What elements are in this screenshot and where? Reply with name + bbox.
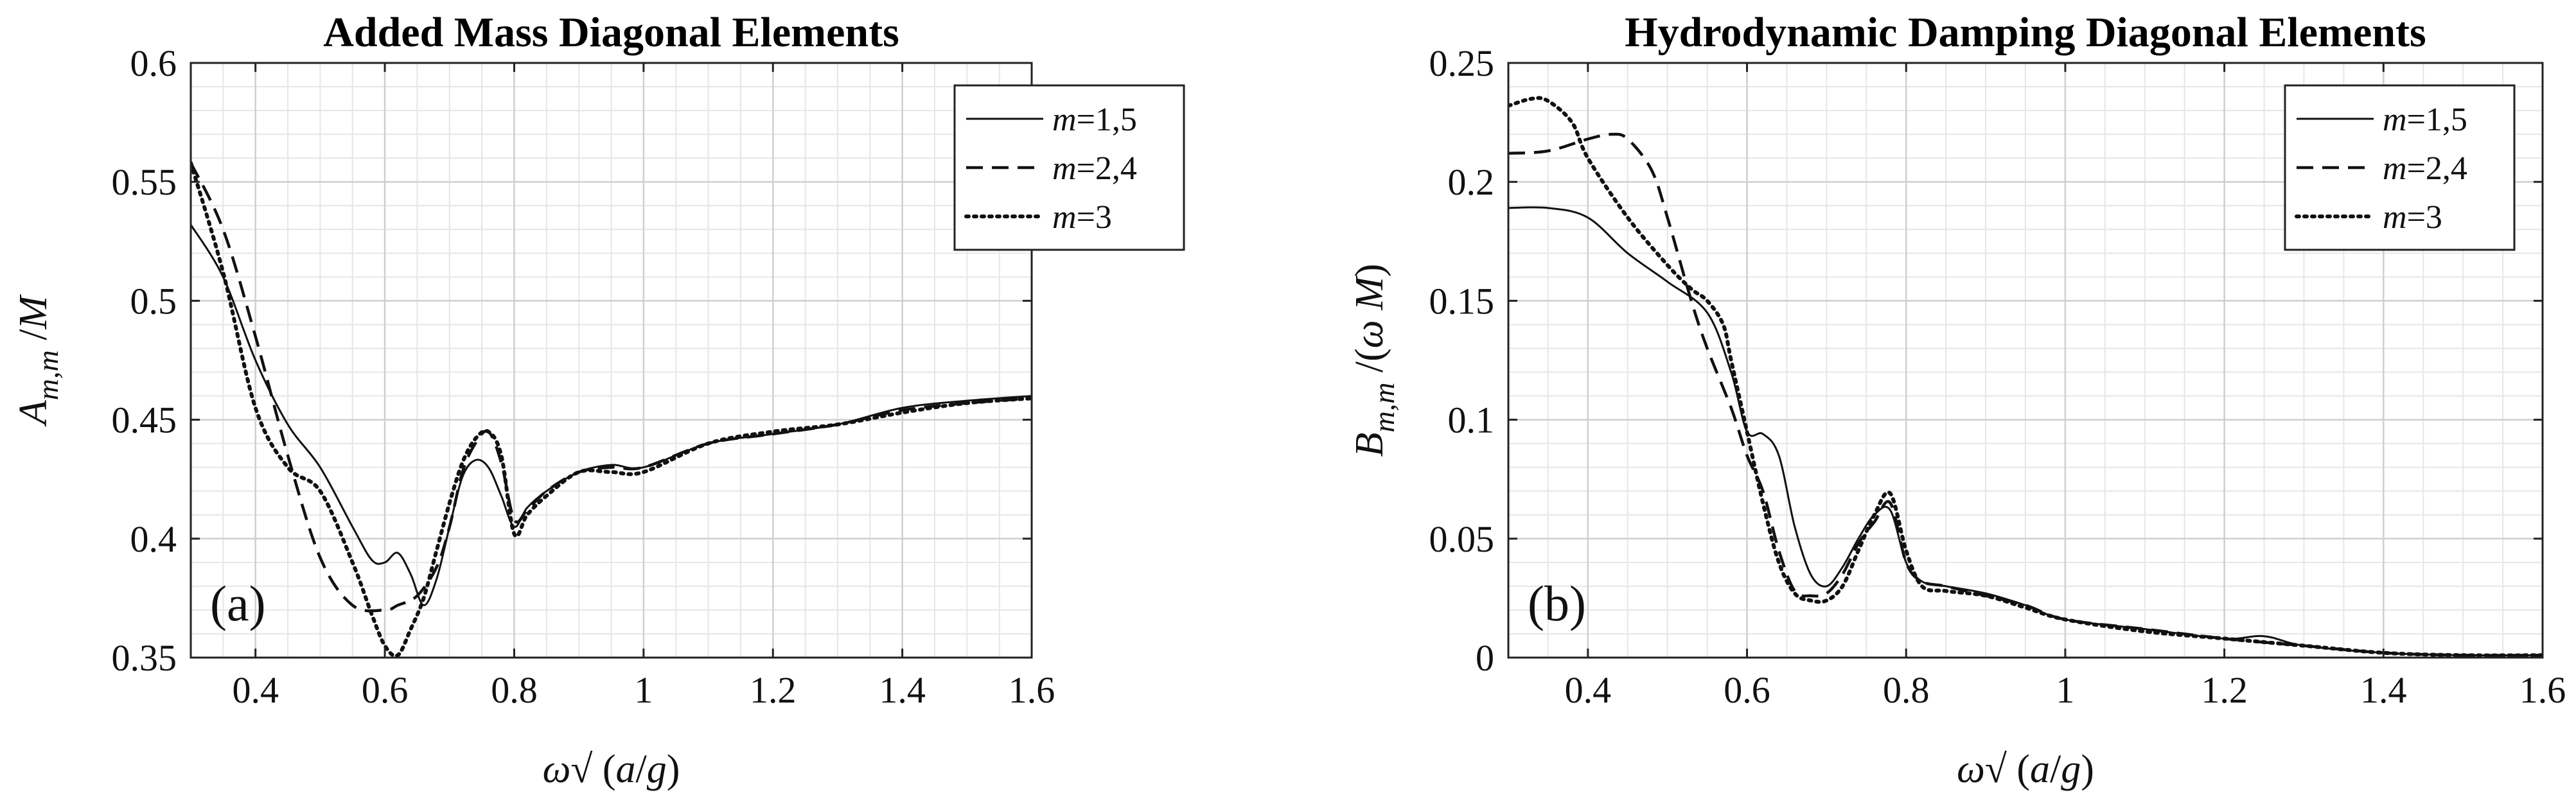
legend-label-m=2,4: m=2,4: [2383, 150, 2467, 187]
y-tick-label: 0.25: [1429, 42, 1495, 84]
y-tick-label: 0.4: [130, 518, 177, 560]
series-group: [1508, 96, 2543, 658]
x-tick-label: 0.4: [232, 669, 279, 711]
tick-group: 0.4 0.6 0.8 1 1.2 1.4 1.6 0.35 0.4 0.45 0.5 0.55 0.6: [112, 42, 1055, 711]
x-tick-label: 1.6: [2519, 669, 2566, 711]
y-tick-label: 0.15: [1429, 280, 1495, 322]
y-label-M: M: [1348, 275, 1391, 320]
x-tick-label: 1.4: [2360, 669, 2407, 711]
legend-label-m=3: m=3: [1052, 199, 1112, 236]
x-label-omega: ω: [1957, 747, 1985, 791]
x-label-close: ): [2081, 747, 2094, 791]
x-axis-label: ω√ (a/g): [543, 747, 680, 791]
x-tick-label: 0.6: [362, 669, 409, 711]
y-tick-label: 0.5: [130, 280, 177, 322]
x-label-slash: /: [636, 747, 648, 791]
x-tick-label: 1.2: [2201, 669, 2248, 711]
series-line-m=3: [191, 161, 1032, 658]
x-tick-label: 1: [634, 669, 653, 711]
y-tick-label: 0.05: [1429, 518, 1495, 560]
axes-frame: [1507, 62, 2544, 659]
x-label-a: a: [616, 747, 636, 791]
legend-label-var: m: [1052, 101, 1077, 138]
legend-label-value: =1,5: [2407, 101, 2467, 138]
x-tick-label: 0.6: [1724, 669, 1770, 711]
panel-label: (a): [210, 575, 266, 631]
x-label-g: g: [647, 747, 667, 791]
legend-label-m=1,5: m=1,5: [2383, 101, 2467, 138]
y-label-rest: /: [12, 329, 55, 351]
x-tick-label: 0.4: [1565, 669, 1612, 711]
x-tick-label: 0.8: [491, 669, 538, 711]
x-tick-label: 1.6: [1009, 669, 1055, 711]
y-label-M: M: [12, 294, 55, 330]
tick-group: 0.4 0.6 0.8 1 1.2 1.4 1.6 0 0.05 0.1 0.15 0.2 0.25: [1429, 42, 2566, 711]
legend-label-m=2,4: m=2,4: [1052, 150, 1137, 187]
legend-label-value: =3: [2407, 199, 2442, 236]
y-label-close: ): [1348, 264, 1391, 277]
series-line-m=3: [1508, 96, 2543, 658]
chart-title: Hydrodynamic Damping Diagonal Elements: [1625, 9, 2426, 56]
x-label-open: (: [592, 747, 615, 791]
x-tick-label: 0.8: [1883, 669, 1930, 711]
y-tick-label: 0.35: [112, 637, 177, 679]
y-tick-label: 0.6: [130, 42, 177, 84]
grid: [190, 62, 1033, 659]
x-label-omega: ω: [543, 747, 571, 791]
y-label-subscript: m,m: [1368, 383, 1400, 433]
x-tick-label: 1.4: [879, 669, 926, 711]
legend-label-value: =2,4: [2407, 150, 2467, 187]
y-label-subscript: m,m: [31, 350, 64, 400]
legend: m=1,5m=2,4m=3: [2284, 84, 2516, 251]
y-tick-label: 0: [1476, 637, 1494, 679]
legend-label-m=1,5: m=1,5: [1052, 101, 1137, 138]
y-tick-label: 0.2: [1448, 161, 1495, 203]
legend-label-value: =2,4: [1077, 150, 1137, 187]
y-tick-label: 0.1: [1448, 399, 1495, 441]
legend: m=1,5m=2,4m=3: [953, 84, 1185, 251]
y-label-omega: ω: [1348, 320, 1391, 348]
y-label-letter: B: [1348, 433, 1391, 457]
y-label-rest: /(: [1348, 348, 1391, 382]
series-group: [191, 161, 1032, 658]
x-tick-label: 1: [2056, 669, 2074, 711]
chart-title: Added Mass Diagonal Elements: [323, 9, 899, 56]
x-label-slash: /: [2050, 747, 2061, 791]
x-label-sqrt: √: [570, 747, 592, 791]
legend-label-value: =3: [1077, 199, 1112, 236]
x-tick-label: 1.2: [750, 669, 797, 711]
panel-a: 0.4 0.6 0.8 1 1.2 1.4 1.6 0.35 0.4 0.45 0.5 0.55 0.6…: [12, 9, 1185, 791]
legend-label-var: m: [2383, 150, 2407, 187]
x-label-open: (: [2007, 747, 2030, 791]
x-label-close: ): [667, 747, 680, 791]
y-axis-label: Am,m /M: [12, 294, 64, 428]
x-axis-label: ω√ (a/g): [1957, 747, 2094, 791]
legend-label-var: m: [2383, 101, 2407, 138]
y-axis-label: Bm,m /(ω M): [1348, 264, 1400, 457]
panel-b: 0.4 0.6 0.8 1 1.2 1.4 1.6 0 0.05 0.1 0.15 0.2 0.25 Hy…: [1348, 9, 2566, 791]
y-tick-label: 0.45: [112, 399, 177, 441]
y-label-letter: A: [12, 399, 55, 427]
legend-label-m=3: m=3: [2383, 199, 2442, 236]
panel-label: (b): [1528, 575, 1586, 631]
legend-label-value: =1,5: [1077, 101, 1137, 138]
y-tick-label: 0.55: [112, 161, 177, 203]
legend-label-var: m: [1052, 150, 1077, 187]
x-label-g: g: [2061, 747, 2081, 791]
x-label-sqrt: √: [1985, 747, 2007, 791]
x-label-a: a: [2030, 747, 2050, 791]
axes-frame: [190, 62, 1033, 659]
legend-label-var: m: [1052, 199, 1077, 236]
legend-label-var: m: [2383, 199, 2407, 236]
